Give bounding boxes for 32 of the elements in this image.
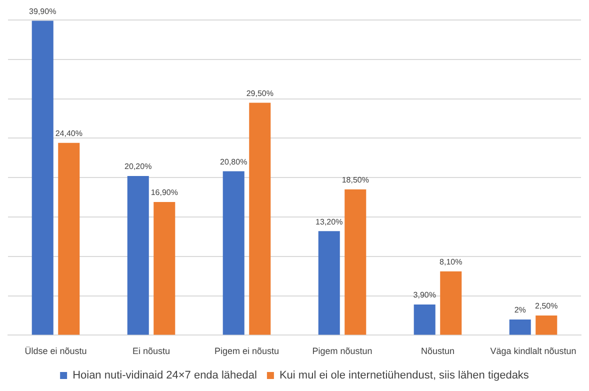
x-tick-label: Ei nõustu xyxy=(132,346,170,356)
data-label: 16,90% xyxy=(150,188,178,198)
data-label: 13,20% xyxy=(316,217,343,226)
bar xyxy=(127,176,149,335)
bar xyxy=(536,316,558,335)
bar xyxy=(344,189,366,335)
bar xyxy=(222,171,244,335)
data-label: 18,50% xyxy=(342,176,369,185)
bar xyxy=(440,271,462,335)
data-label: 24,40% xyxy=(55,129,82,138)
data-label: 39,90% xyxy=(29,6,56,16)
data-label: 2,50% xyxy=(535,302,558,311)
bar xyxy=(32,20,54,335)
bar xyxy=(318,231,340,335)
x-tick-label: Pigem nõustun xyxy=(312,346,372,356)
data-label: 20,20% xyxy=(124,162,152,172)
bar xyxy=(154,202,176,335)
bar xyxy=(58,142,80,335)
data-label: 20,80% xyxy=(220,158,248,166)
data-label: 3,90% xyxy=(413,290,436,300)
data-label: 8,10% xyxy=(440,258,462,267)
data-label: 2% xyxy=(514,306,526,315)
x-tick-label: Pigem ei nõustu xyxy=(214,346,280,356)
bar xyxy=(249,102,271,335)
x-tick-label: Väga kindlalt nõustun xyxy=(490,346,576,356)
bar xyxy=(414,304,436,335)
x-tick-label: Üldse ei nõustu xyxy=(24,346,87,356)
legend-label: Hoian nuti-vidinaid 24×7 enda lähedal xyxy=(72,370,257,382)
bar xyxy=(509,319,531,335)
data-label: 29,50% xyxy=(246,88,274,98)
x-tick-label: Nõustun xyxy=(420,346,455,356)
legend-label: Kui mul ei ole internetiühendust, siis lähen tigedaks xyxy=(279,370,530,382)
